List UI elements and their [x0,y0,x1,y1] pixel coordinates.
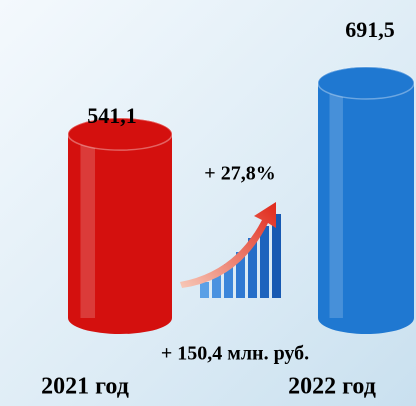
growth-icon [180,202,281,298]
value-label: 541,1 [87,103,137,128]
cylinder-top [317,66,415,100]
percent-change: + 27,8% [204,163,275,185]
cylinder-shine [329,83,343,318]
absolute-change: + 150,4 млн. руб. [161,343,309,365]
value-label: 691,5 [345,17,395,42]
cylinder [318,67,414,334]
cylinder-shine [80,134,96,318]
category-label: 2022 год [288,374,376,400]
cylinder-top [67,117,173,151]
cylinder [68,118,172,334]
category-label: 2021 год [41,374,129,400]
